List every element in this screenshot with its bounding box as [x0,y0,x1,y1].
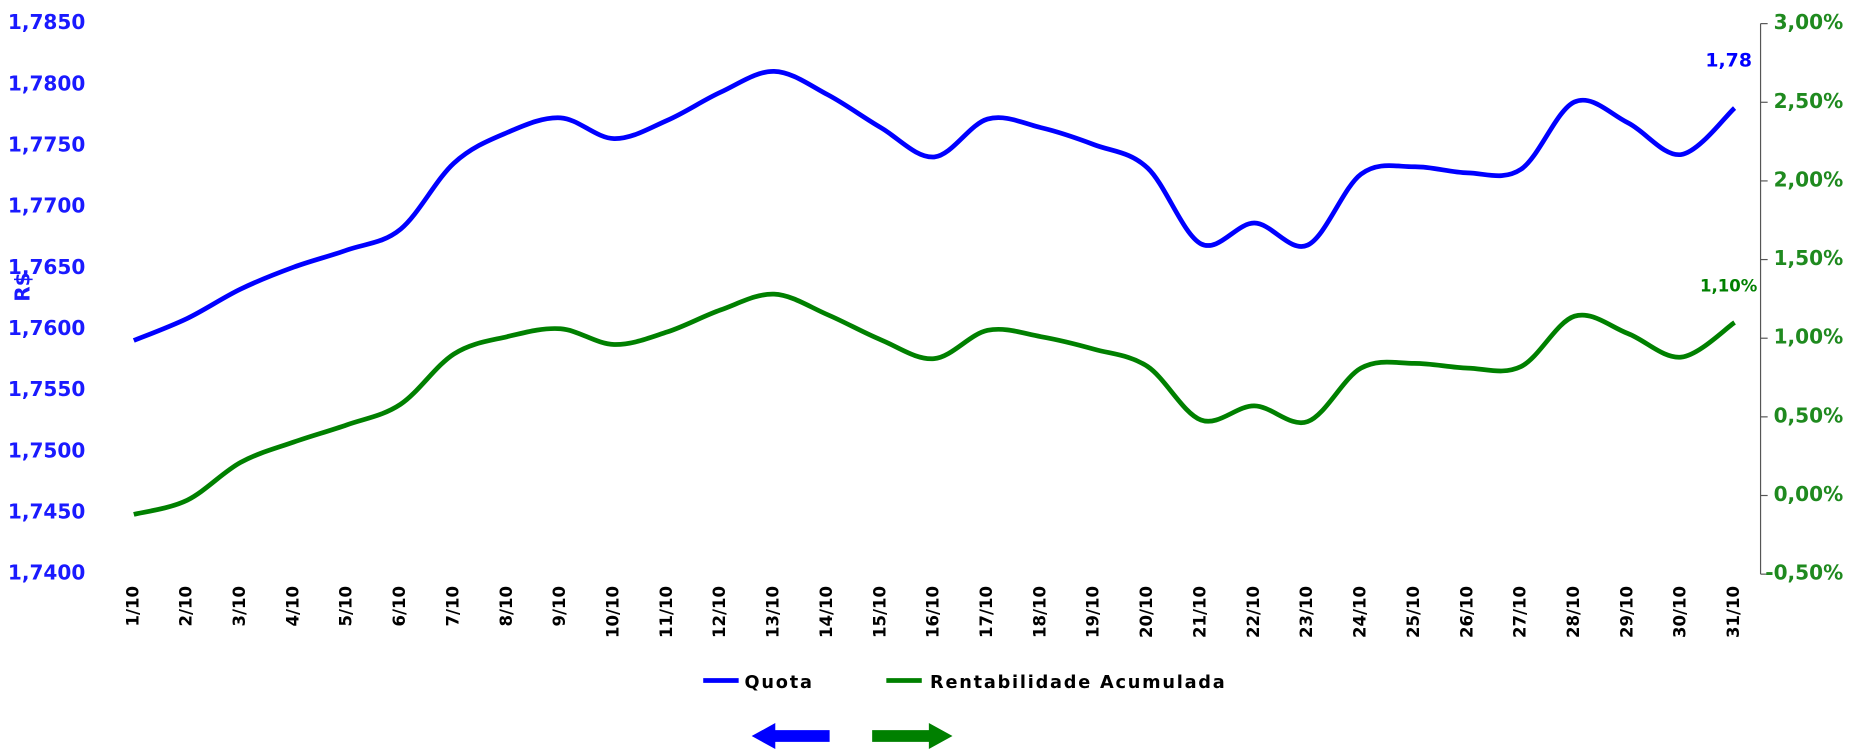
data-label: 1,10% [1700,277,1758,296]
x-tick-label: 29/10 [1617,586,1636,638]
y2-tick-label: 0,50% [1774,403,1844,427]
x-tick-label: 23/10 [1297,586,1316,638]
y-tick-label: 1,7750 [8,132,86,156]
x-tick-label: 1/10 [123,586,142,627]
x-tick-label: 18/10 [1030,586,1049,638]
x-tick-label: 22/10 [1244,586,1263,638]
y-tick-label: 1,7700 [8,194,86,218]
x-tick-label: 4/10 [283,586,302,627]
data-label: 1,78 [1705,49,1752,71]
series-line [132,68,1737,343]
y-axis-label: R$ [10,272,34,301]
series-line [133,291,1736,517]
y2-tick-label: 2,50% [1774,89,1844,113]
x-tick-label: 14/10 [817,586,836,638]
y-tick-label: 1,7600 [8,316,86,340]
y2-tick-label: 1,50% [1774,246,1844,270]
y-tick-label: 1,7650 [8,255,86,279]
x-tick-label: 25/10 [1404,586,1423,638]
y-tick-label: 1,7450 [8,499,86,523]
y2-tick-label: -0,50% [1765,561,1843,585]
x-tick-label: 15/10 [870,586,889,638]
y2-tick-label: 0,00% [1774,482,1844,506]
y-tick-label: 1,7800 [8,71,86,95]
x-tick-label: 2/10 [177,586,196,627]
x-tick-label: 24/10 [1351,586,1370,638]
x-tick-label: 13/10 [764,586,783,638]
x-tick-label: 20/10 [1137,586,1156,638]
x-tick-label: 16/10 [924,586,943,638]
legend-label: Quota [745,673,814,693]
y2-tick-label: 1,00% [1774,325,1844,349]
x-tick-label: 30/10 [1671,586,1690,638]
x-tick-label: 12/10 [710,586,729,638]
arrow-left [751,723,830,749]
x-tick-label: 3/10 [230,586,249,627]
x-tick-label: 8/10 [497,586,516,627]
y-tick-label: 1,7500 [8,438,86,462]
legend-label: Rentabilidade Acumulada [930,673,1226,693]
x-tick-label: 10/10 [604,586,623,638]
y2-tick-label: 3,00% [1774,10,1844,34]
x-tick-label: 9/10 [550,586,569,627]
y-tick-label: 1,7550 [8,377,86,401]
y-tick-label: 1,7400 [8,561,86,585]
x-tick-label: 5/10 [337,586,356,627]
x-tick-label: 26/10 [1457,586,1476,638]
y-tick-label: 1,7850 [8,10,86,34]
x-tick-label: 11/10 [657,586,676,638]
arrow-right [872,723,953,749]
y2-tick-label: 2,00% [1774,167,1844,191]
x-tick-label: 6/10 [390,586,409,627]
x-tick-label: 21/10 [1190,586,1209,638]
x-tick-label: 7/10 [443,586,462,627]
x-tick-label: 31/10 [1724,586,1743,638]
x-tick-label: 17/10 [977,586,996,638]
x-tick-label: 28/10 [1564,586,1583,638]
x-tick-label: 27/10 [1511,586,1530,638]
x-tick-label: 19/10 [1084,586,1103,638]
